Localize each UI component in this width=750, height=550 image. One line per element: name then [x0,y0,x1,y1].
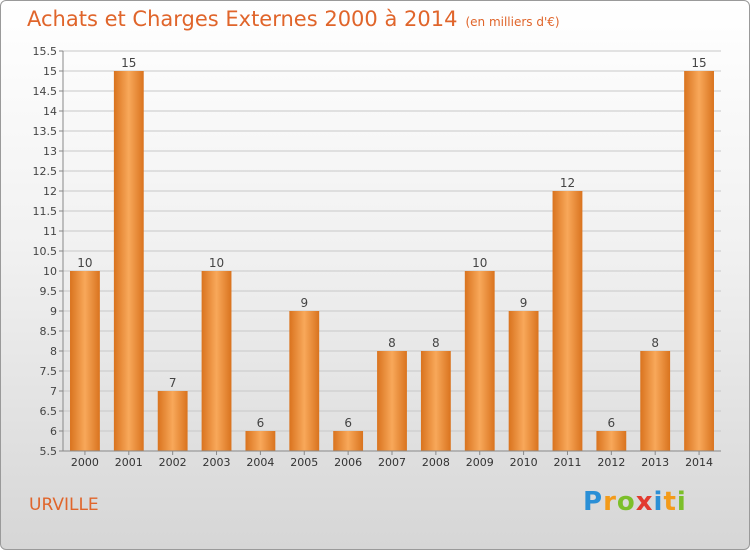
y-tick-label: 5.5 [40,445,58,458]
bar [333,431,364,451]
data-label: 8 [432,336,440,350]
chart-title-text: Achats et Charges Externes 2000 à 2014 [27,7,458,31]
data-label: 6 [608,416,616,430]
data-label: 6 [257,416,265,430]
logo-letter: t [663,487,677,517]
y-tick-label: 7.5 [40,365,58,378]
y-tick-label: 11.5 [33,205,58,218]
x-tick-label: 2004 [246,456,274,469]
data-label: 10 [77,256,92,270]
y-tick-label: 14 [43,105,57,118]
bar [377,351,407,451]
y-tick-label: 12.5 [33,165,58,178]
y-tick-label: 6 [50,425,57,438]
logo-letter: r [603,487,617,517]
y-tick-label: 10 [43,265,57,278]
y-tick-label: 10.5 [33,245,58,258]
data-label: 8 [388,336,396,350]
y-tick-label: 9 [50,305,57,318]
data-label: 6 [344,416,352,430]
y-tick-label: 14.5 [33,85,58,98]
y-tick-label: 7 [50,385,57,398]
x-tick-label: 2009 [466,456,494,469]
x-tick-label: 2002 [159,456,187,469]
bar [157,391,188,451]
x-tick-label: 2012 [597,456,625,469]
x-tick-label: 2008 [422,456,450,469]
x-tick-label: 2006 [334,456,362,469]
bar [420,351,451,451]
x-tick-label: 2001 [115,456,143,469]
data-label: 9 [520,296,528,310]
bar-layer [70,71,714,451]
bar [201,271,232,451]
x-tick-label: 2013 [641,456,669,469]
bar [245,431,276,451]
x-tick-label: 2003 [203,456,231,469]
x-tick-label: 2011 [553,456,581,469]
bar [464,271,495,451]
bar [113,71,144,451]
proxiti-logo: Proxiti [583,487,687,517]
bar [289,311,320,451]
logo-letter: i [653,487,664,517]
y-tick-label: 15 [43,65,57,78]
x-tick-label: 2014 [685,456,713,469]
y-tick-label: 15.5 [33,45,58,58]
logo-letter: o [616,487,636,517]
y-tick-label: 12 [43,185,57,198]
y-tick-label: 11 [43,225,57,238]
data-label: 10 [209,256,224,270]
data-label: 12 [560,176,575,190]
y-tick-label: 8.5 [40,325,58,338]
y-tick-label: 13 [43,145,57,158]
bar [684,71,714,451]
logo-letter: x [635,487,654,517]
data-label: 7 [169,376,177,390]
data-label: 10 [472,256,487,270]
x-tick-label: 2005 [290,456,318,469]
commune-name: URVILLE [29,495,99,515]
logo-letter: i [676,487,687,517]
bar [552,191,583,451]
y-tick-label: 9.5 [40,285,58,298]
bar [640,351,671,451]
data-label: 15 [691,56,706,70]
y-tick-label: 13.5 [33,125,58,138]
y-tick-label: 6.5 [40,405,58,418]
y-tick-label: 8 [50,345,57,358]
x-tick-label: 2007 [378,456,406,469]
chart-unit-label: (en milliers d'€) [465,15,560,29]
label-layer: 10 15 7 10 6 9 6 8 8 10 9 12 6 8 15 [77,56,706,430]
axis-layer: 5.5 6 6.5 7 7.5 8 8.5 9 9.5 10 10.5 11 11.5 12 12.5 13 1… [33,45,721,469]
logo-letter: P [583,487,604,517]
data-label: 9 [300,296,308,310]
bar [70,271,100,451]
bar [508,311,539,451]
x-tick-label: 2010 [510,456,538,469]
chart-title: Achats et Charges Externes 2000 à 2014 (e… [27,7,560,31]
data-label: 15 [121,56,136,70]
data-label: 8 [651,336,659,350]
x-tick-label: 2000 [71,456,99,469]
bar [596,431,627,451]
